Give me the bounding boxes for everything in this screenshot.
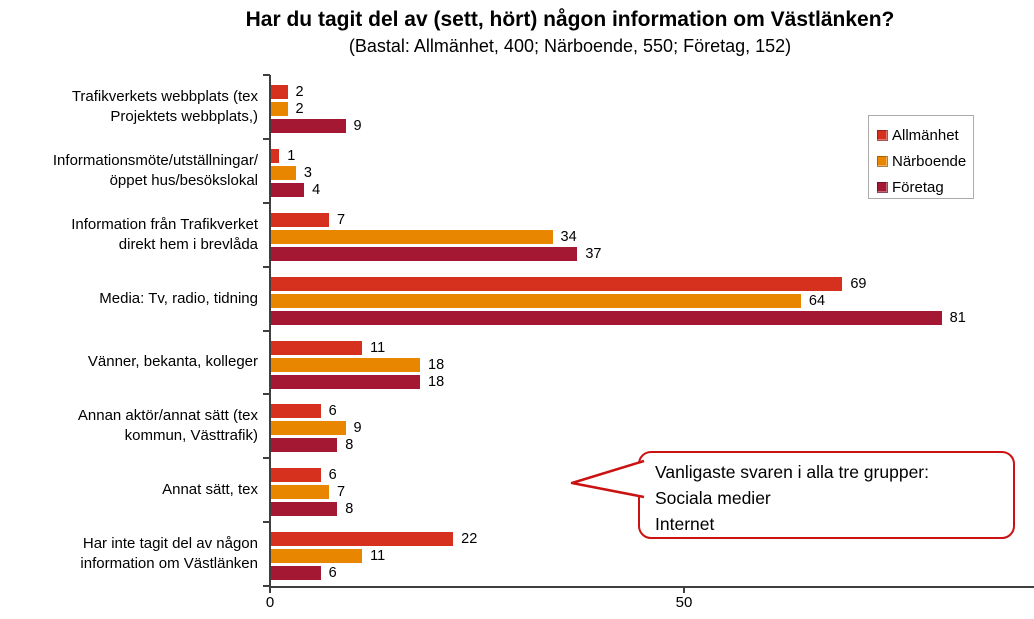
bar-value-label: 9 [353,118,362,134]
x-axis-tick [269,588,271,593]
bar-allmänhet [271,148,280,163]
legend-color-swatch-icon [877,155,888,167]
bar-value-label: 6 [328,403,337,420]
category-label: Annat sätt, tex [162,481,258,499]
category-label: Media: Tv, radio, tidning [99,289,258,307]
category-label: Trafikverkets webbplats (tex Projektets … [71,87,258,125]
bar-närboende [271,165,296,180]
legend-color-swatch-icon [877,129,888,141]
y-axis-tick [263,585,270,587]
legend-color-swatch-icon [877,181,888,193]
legend-item-label: Närboende [892,152,967,170]
chart-title: Har du tagit del av (sett, hört) någon i… [245,8,895,31]
bar-value-label: 34 [560,228,577,245]
category-label: Informationsmöte/utställningar/ öppet hu… [52,151,258,189]
bar-företag [271,502,338,517]
bar-företag [271,438,338,453]
y-axis-tick [263,393,270,396]
bar-value-label: 8 [345,437,354,454]
bar-value-label: 7 [336,484,346,501]
bar-närboende [271,229,553,244]
bar-value-label: 22 [461,531,478,548]
legend-item: Företag [877,174,973,200]
y-axis-line [269,75,271,591]
x-axis-tick-label: 50 [675,594,693,611]
y-axis-tick [263,521,270,524]
category-label: Information från Trafikverket direkt hem… [71,215,258,253]
bar-allmänhet [271,404,321,419]
bar-value-label: 37 [585,245,602,262]
bar-value-label: 18 [428,373,445,390]
bar-allmänhet [271,468,321,483]
bar-value-label: 69 [850,275,867,292]
chart-subtitle: (Bastal: Allmänhet, 400; Närboende, 550;… [348,36,792,56]
bar-företag [271,310,942,325]
bar-allmänhet [271,276,843,291]
callout-bubble: Vanligaste svaren i alla tre grupper: So… [638,451,1015,539]
bar-företag [271,246,578,261]
y-axis-tick [263,457,270,460]
bar-företag [271,182,305,197]
bar-närboende [271,102,288,116]
bar-value-label: 18 [428,356,445,373]
bar-value-label: 2 [295,101,304,117]
bar-närboende [271,421,346,436]
legend-item-label: Företag [892,178,944,196]
x-axis-tick-label: 0 [265,594,275,611]
bar-allmänhet [271,212,329,227]
bar-allmänhet [271,85,288,99]
bar-value-label: 64 [808,292,826,309]
bar-value-label: 4 [312,181,321,198]
y-axis-tick [263,265,270,268]
bar-närboende [271,549,363,564]
bar-value-label: 3 [303,164,312,181]
category-label: Har inte tagit del av någon information … [80,535,258,573]
bar-value-label: 11 [370,548,386,565]
bar-value-label: 7 [336,211,346,228]
y-axis-tick [263,329,270,332]
bar-value-label: 2 [295,84,304,100]
bar-value-label: 81 [949,309,966,326]
legend-item: Närboende [877,148,973,174]
x-axis-tick [683,588,685,593]
bar-value-label: 11 [370,339,386,356]
legend: Allmänhet Närboende Företag [868,115,974,199]
y-axis-tick [263,74,270,76]
bar-value-label: 6 [328,467,337,484]
bar-allmänhet [271,340,363,355]
bar-företag [271,374,421,389]
bar-företag [271,566,321,581]
bar-value-label: 6 [328,565,337,582]
bar-allmänhet [271,532,454,547]
bar-value-label: 1 [287,147,296,164]
bar-närboende [271,485,329,500]
legend-item: Allmänhet [877,122,973,148]
category-label: Annan aktör/annat sätt (tex kommun, Väst… [77,407,258,445]
legend-item-label: Allmänhet [892,126,959,144]
x-axis-line [269,586,1034,588]
bar-närboende [271,293,801,308]
y-axis-tick [263,137,270,140]
callout-text: Vanligaste svaren i alla tre grupper: So… [655,462,929,534]
y-axis-tick [263,201,270,204]
bar-value-label: 8 [345,501,354,518]
callout-tail-icon [570,459,645,499]
bar-företag [271,119,346,133]
bar-närboende [271,357,421,372]
category-label: Vänner, bekanta, kolleger [87,353,258,371]
bar-value-label: 9 [353,420,362,437]
